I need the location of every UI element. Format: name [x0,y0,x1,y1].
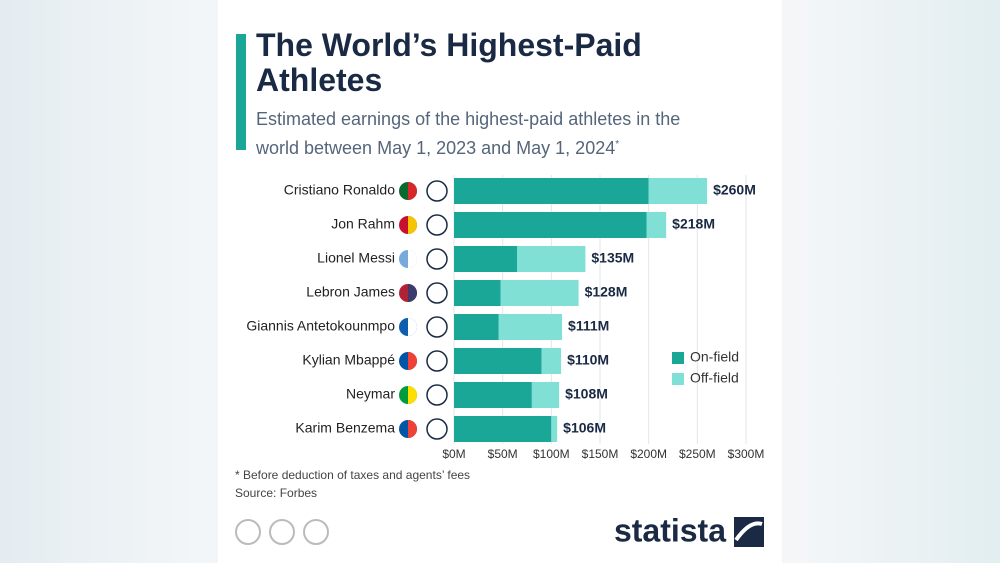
x-tick-label: $50M [488,447,518,461]
total-label: $111M [568,318,609,334]
flag-part [408,352,417,370]
sport-icon [426,316,448,338]
bar-segment [498,314,563,340]
bar-segment [646,212,667,238]
total-label: $128M [585,284,628,300]
category-label: Lebron James [306,284,395,300]
bar-segment [454,382,532,408]
footnote: * Before deduction of taxes and agents’ … [235,468,470,482]
sport-icon [426,350,448,372]
bar-segment [454,314,499,340]
subtitle-mark: * [615,139,620,150]
category-label: Karim Benzema [295,420,395,436]
category-label: Giannis Antetokounmpo [246,318,395,334]
sport-icon [426,180,448,202]
bar-segment [454,416,552,442]
category-label: Kylian Mbappé [302,352,395,368]
flag-part [408,216,417,234]
bar-segment [454,348,542,374]
total-label: $135M [591,250,634,266]
flag-part [408,386,417,404]
bar-segment [454,212,647,238]
brand-logo-mark [734,521,763,542]
subtitle-text: Estimated earnings of the highest-paid a… [256,109,681,158]
chart-subtitle: Estimated earnings of the highest-paid a… [256,107,696,161]
x-tick-label: $300M [728,447,765,461]
bar-segment [517,246,586,272]
x-tick-label: $150M [582,447,619,461]
title-accent [236,34,246,150]
flag-part [408,250,417,268]
x-tick-label: $100M [533,447,570,461]
sport-icon [426,282,448,304]
source: Source: Forbes [235,486,317,500]
flag-part [408,420,417,438]
brand: statista [614,512,726,548]
x-tick-label: $200M [630,447,667,461]
flag-part [408,318,417,336]
category-label: Lionel Messi [317,250,395,266]
total-label: $108M [565,386,608,402]
chart-title: The World’s Highest-Paid Athletes [256,27,642,98]
total-label: $260M [713,182,756,198]
sport-icon [426,384,448,406]
category-label: Cristiano Ronaldo [284,182,395,198]
category-label: Neymar [346,386,395,402]
sport-icon [426,214,448,236]
x-tick-label: $0M [442,447,465,461]
license-icons [235,519,329,545]
total-label: $218M [672,216,715,232]
total-label: $106M [563,420,606,436]
sport-icon [426,418,448,440]
bar-segment [454,246,518,272]
bar-segment [648,178,708,204]
flag-part [408,182,417,200]
bar-segment [531,382,560,408]
legend-label: Off-field [690,370,739,386]
bar-segment [551,416,558,442]
bar-segment [541,348,562,374]
sport-icon [426,248,448,270]
flag-part [408,284,417,302]
legend-label: On-field [690,349,739,365]
total-label: $110M [567,352,609,368]
bar-segment [500,280,579,306]
bar-segment [454,280,501,306]
legend-swatch [672,352,684,364]
legend-box [666,334,782,402]
x-tick-label: $250M [679,447,716,461]
bar-segment [454,178,649,204]
legend-swatch [672,373,684,385]
category-label: Jon Rahm [331,216,395,232]
